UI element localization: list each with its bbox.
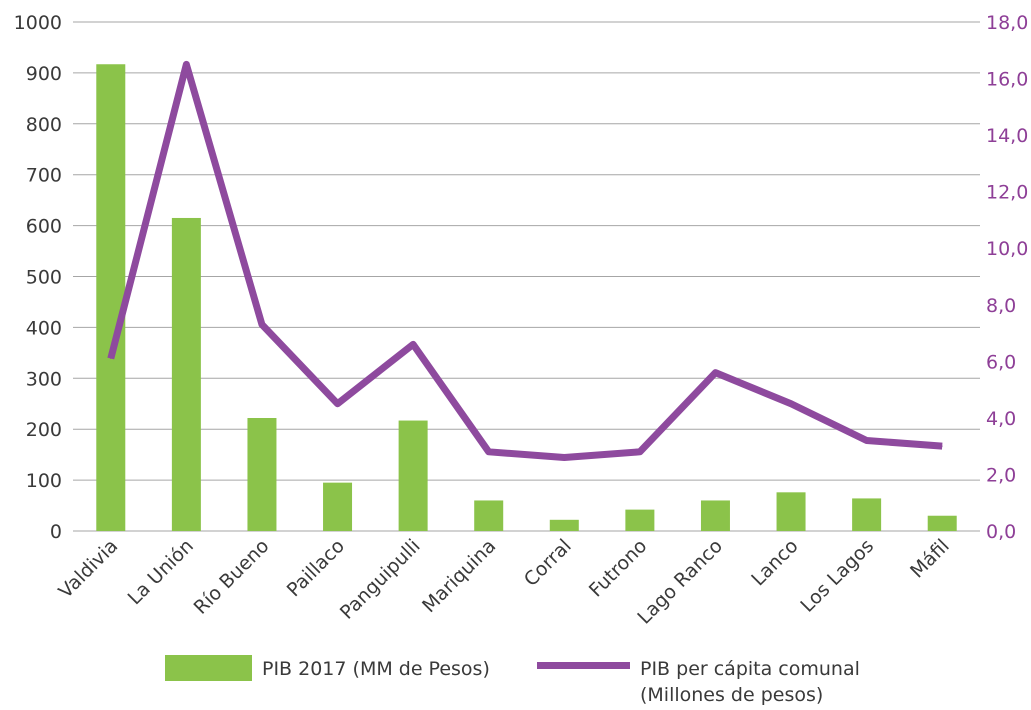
category-label: Paillaco	[283, 535, 349, 601]
left-tick-label: 200	[26, 419, 62, 441]
line-point	[639, 451, 641, 453]
line-series	[107, 60, 943, 461]
line-point	[866, 440, 868, 442]
left-tick-label: 0	[50, 521, 62, 543]
bar	[323, 482, 353, 531]
bar	[852, 498, 882, 531]
bar	[625, 509, 655, 531]
line-point	[412, 343, 414, 345]
category-label: Mariquina	[418, 535, 500, 617]
line-point	[261, 324, 263, 326]
left-tick-label: 800	[26, 114, 62, 136]
bar	[549, 519, 579, 531]
right-tick-label: 4,0	[986, 408, 1016, 430]
gridlines	[73, 21, 980, 532]
bar	[927, 515, 957, 531]
bar	[776, 492, 806, 531]
legend-swatch-bar	[165, 655, 252, 681]
legend-label-line-1: PIB per cápita comunal	[640, 658, 860, 680]
line-point	[337, 403, 339, 405]
category-label: La Unión	[124, 535, 198, 609]
bar	[171, 217, 201, 531]
category-label: Futrono	[585, 535, 652, 602]
left-tick-label: 700	[26, 165, 62, 187]
line-point	[790, 403, 792, 405]
left-tick-label: 900	[26, 63, 62, 85]
line-point	[185, 63, 187, 65]
bar	[247, 418, 277, 531]
category-label: Máfil	[906, 535, 954, 583]
right-tick-label: 10,0	[986, 238, 1028, 260]
bar	[398, 420, 428, 531]
right-tick-label: 8,0	[986, 295, 1016, 317]
left-tick-label: 100	[26, 470, 62, 492]
right-axis-ticks: 0,0 2,0 4,0 6,0 8,0 10,0 12,0 14,0 16,0 18,0	[986, 12, 1028, 543]
bar	[474, 500, 504, 531]
category-label: Corral	[520, 535, 576, 591]
category-label: Panguipulli	[336, 535, 425, 624]
line-point	[941, 445, 943, 447]
legend: PIB 2017 (MM de Pesos) PIB per cápita co…	[165, 655, 860, 706]
category-label: Valdivia	[54, 535, 122, 603]
line-point	[563, 456, 565, 458]
right-tick-label: 14,0	[986, 125, 1028, 147]
right-tick-label: 18,0	[986, 12, 1028, 34]
left-tick-label: 1000	[14, 12, 62, 34]
bar-series	[96, 64, 957, 531]
right-tick-label: 2,0	[986, 464, 1016, 486]
right-tick-label: 6,0	[986, 351, 1016, 373]
series-line	[107, 60, 943, 461]
line-point	[488, 451, 490, 453]
left-axis-ticks: 0 100 200 300 400 500 600 700 800 900 1000	[14, 12, 62, 543]
line-point	[110, 358, 112, 360]
legend-swatch-line	[537, 662, 630, 669]
bar	[700, 500, 730, 531]
category-label: Río Bueno	[190, 535, 274, 619]
right-tick-label: 16,0	[986, 69, 1028, 91]
category-label: Los Lagos	[796, 535, 878, 617]
legend-label-bar: PIB 2017 (MM de Pesos)	[262, 658, 490, 680]
left-tick-label: 300	[26, 368, 62, 390]
category-label: Lanco	[747, 535, 802, 590]
left-tick-label: 500	[26, 267, 62, 289]
right-tick-label: 0,0	[986, 521, 1016, 543]
line-point	[714, 372, 716, 374]
legend-label-line-2: (Millones de pesos)	[640, 684, 823, 706]
bar	[96, 64, 126, 531]
left-tick-label: 400	[26, 317, 62, 339]
right-tick-label: 12,0	[986, 182, 1028, 204]
left-tick-label: 600	[26, 216, 62, 238]
